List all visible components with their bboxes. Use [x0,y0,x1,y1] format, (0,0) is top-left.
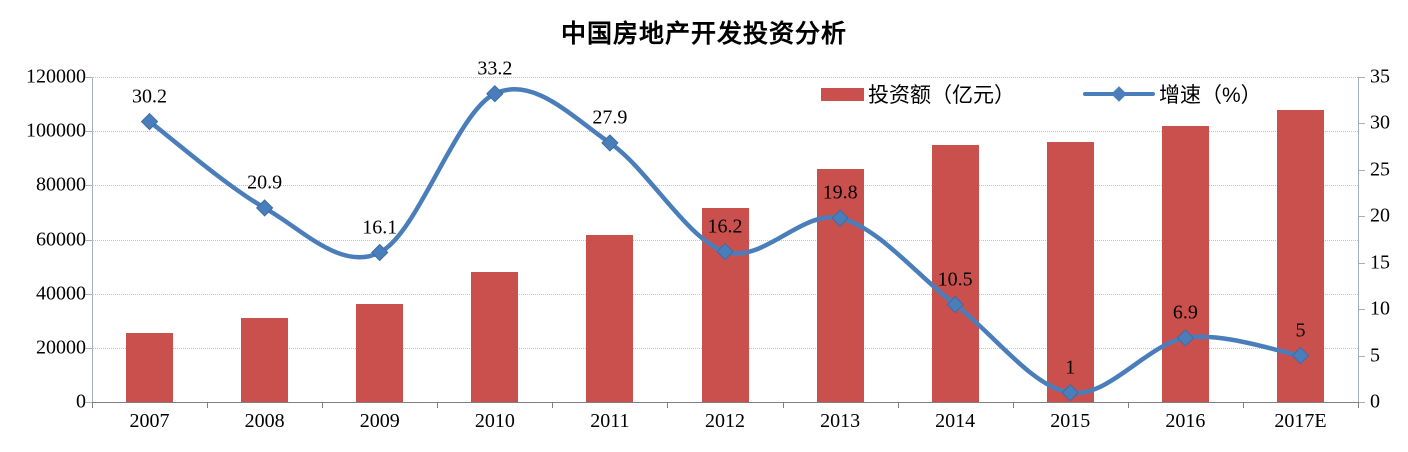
x-axis-category-label: 2013 [820,410,861,432]
bar-2015 [1046,142,1094,402]
x-axis-tick [1242,402,1244,408]
x-axis-tick [897,402,899,408]
x-axis-category-label: 2017E [1274,410,1327,432]
x-axis-category-label: 2014 [935,410,976,432]
y-axis-left-tick-label: 120000 [26,65,86,88]
y-axis-left-tick [85,293,92,295]
diamond-marker-icon [1061,384,1079,402]
y-axis-right-tick [1358,402,1365,403]
y-axis-right-tick-label: 0 [1370,390,1380,413]
y-axis-right-tick [1358,262,1365,264]
growth-line-path [147,86,1303,396]
bar-2012 [701,207,749,402]
x-axis-category-label: 2008 [244,410,285,432]
y-axis-right-tick-label: 15 [1370,251,1390,274]
y-axis-right-tick [1358,169,1365,171]
x-axis-tick [782,402,784,408]
x-axis-tick [1012,402,1014,408]
line-data-label: 1 [1065,356,1076,379]
line-data-label: 33.2 [477,57,513,80]
line-data-label: 16.2 [707,215,743,238]
y-axis-right-tick [1358,123,1365,125]
y-axis-right-tick-label: 25 [1370,158,1390,181]
line-data-label: 20.9 [247,171,283,194]
line-data-label: 30.2 [132,85,168,108]
bar-2009 [356,303,404,402]
y-axis-left-tick-label: 60000 [36,228,86,250]
line-data-label: 27.9 [592,106,628,129]
diamond-marker-icon [1176,329,1195,347]
x-axis-category-label: 2007 [129,410,170,432]
x-axis-tick [92,402,93,408]
gridline [92,77,1358,78]
chart-title: 中国房地产开发投资分析 [560,20,847,48]
y-axis-left-tick-label: 40000 [36,282,86,305]
y-axis-left-tick [85,239,92,241]
bar-2016 [1161,125,1209,402]
y-axis-right-tick [1358,309,1365,311]
x-axis-tick [437,402,439,408]
y-axis-left-tick [85,347,92,349]
x-axis-tick [552,402,554,408]
line-data-label: 6.9 [1172,301,1198,324]
bar-2007 [126,333,174,402]
y-axis-right-tick-label: 10 [1370,297,1390,320]
y-axis-right-tick [1358,355,1365,357]
bar-2014 [931,144,979,402]
y-axis-left-tick [85,402,92,403]
diamond-marker-icon [140,112,159,131]
diamond-marker-icon [371,243,389,262]
diamond-marker-icon [601,134,619,152]
bar-2010 [471,271,519,402]
y-axis-left-tick-label: 80000 [36,173,86,196]
bar-2013 [816,169,864,402]
bar-2008 [241,317,289,402]
x-axis-category-label: 2015 [1050,410,1091,432]
y-axis-right-tick-label: 20 [1370,204,1390,227]
x-axis-line [85,402,1363,403]
y-axis-right-tick-label: 5 [1370,344,1380,367]
diamond-marker-icon [486,85,504,103]
y-axis-right-tick [1358,216,1365,218]
line-data-label: 5 [1295,319,1306,342]
diamond-marker-icon [716,242,734,261]
y-axis-left-tick-label: 0 [76,390,86,413]
diamond-marker-icon [255,199,274,217]
y-axis-left-tick [85,185,92,187]
x-axis-tick [207,402,209,408]
bar-2011 [586,235,634,402]
plot-area: 30.2 20.9 16.1 33.2 27.9 16.2 19.8 10.5 1 6.9 5 [92,57,1358,402]
x-axis-tick [1127,402,1129,408]
y-axis-left-tick-label: 100000 [26,119,86,142]
line-data-label: 16.1 [362,216,398,238]
line-data-label: 19.8 [822,181,858,204]
gridline [92,185,1358,187]
x-axis-tick [667,402,669,408]
gridline [92,131,1358,133]
x-axis-category-label: 2016 [1165,410,1206,432]
y-axis-left-tick [85,77,92,78]
diamond-marker-icon [1291,346,1310,365]
line-data-label: 10.5 [937,268,973,290]
y-axis-left-tick-label: 20000 [36,336,86,359]
x-axis-tick [1358,402,1359,408]
x-axis-category-label: 2010 [474,410,515,432]
y-axis-right-tick-label: 35 [1370,65,1390,88]
x-axis-category-label: 2012 [705,410,745,432]
diamond-marker-icon [831,209,849,227]
growth-line [140,85,1310,402]
diamond-marker-icon [946,295,964,314]
x-axis-category-label: 2011 [590,410,630,432]
x-axis-tick [322,402,324,408]
y-axis-line-right [1358,77,1359,402]
y-axis-right-tick-label: 30 [1370,111,1390,134]
x-axis-category-label: 2009 [359,410,400,432]
y-axis-left-tick [85,131,92,133]
y-axis-right-tick [1358,77,1365,78]
